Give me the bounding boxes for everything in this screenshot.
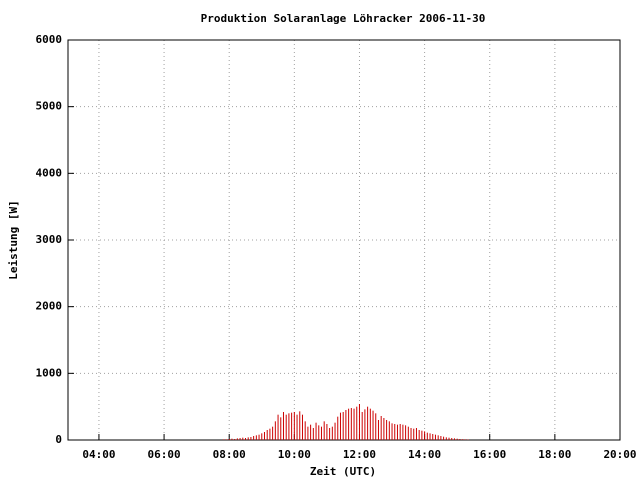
y-tick-label: 6000 [36,33,63,46]
y-tick-label: 3000 [36,233,63,246]
x-tick-label: 14:00 [408,448,441,461]
x-tick-label: 06:00 [148,448,181,461]
plot-border [67,39,621,441]
y-tick-label: 4000 [36,166,63,179]
x-tick-label: 10:00 [278,448,311,461]
x-tick-label: 04:00 [82,448,115,461]
y-tick-label: 1000 [36,366,63,379]
x-tick-label: 16:00 [473,448,506,461]
x-tick-label: 08:00 [213,448,246,461]
x-tick-label: 12:00 [343,448,376,461]
y-tick-label: 5000 [36,100,63,113]
x-tick-label: 18:00 [538,448,571,461]
y-tick-label: 2000 [36,300,63,313]
y-axis-label: Leistung [W] [7,200,20,279]
x-tick-label: 20:00 [603,448,636,461]
y-tick-label: 0 [55,433,62,446]
chart-title: Produktion Solaranlage Löhracker 2006-11… [201,12,486,25]
x-axis-label: Zeit (UTC) [310,465,376,478]
